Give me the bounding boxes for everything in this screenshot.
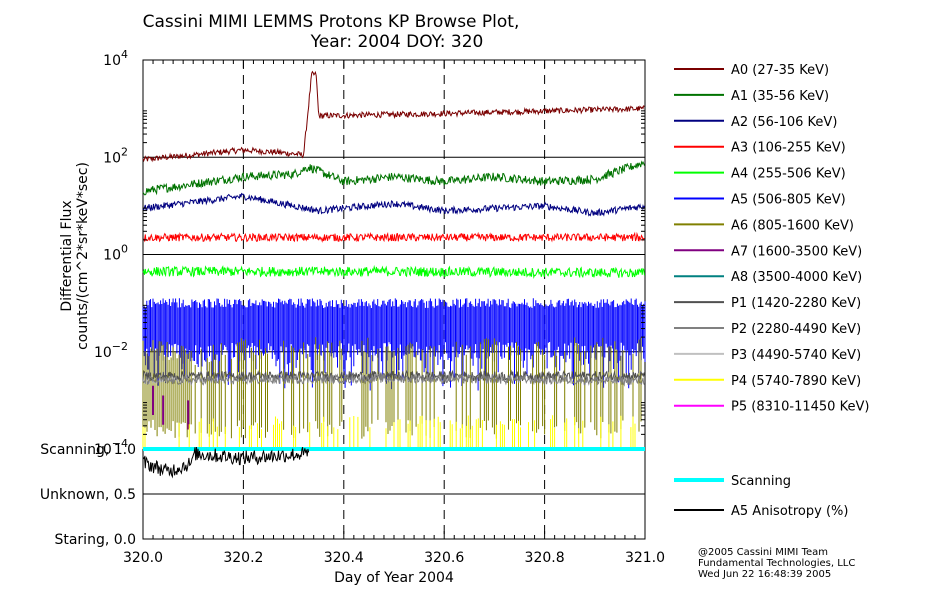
series-a4 — [142, 264, 645, 280]
legend-label-a4: A4 (255-506 KeV) — [731, 167, 846, 182]
status-y-label: Staring, 0.0 — [54, 532, 136, 548]
legend-label-a8: A8 (3500-4000 KeV) — [731, 270, 862, 285]
legend-label-a6: A6 (805-1600 KeV) — [731, 218, 854, 233]
legend-label-scanning: Scanning — [731, 474, 791, 489]
x-tick-label: 320.0 — [123, 550, 163, 566]
y-tick-label: 10−4 — [94, 437, 128, 458]
status-y-label: Scanning, 1.0 — [40, 442, 136, 458]
series-p2 — [142, 373, 645, 387]
y-tick-label: 104 — [103, 48, 128, 69]
x-tick-label: 320.8 — [525, 550, 565, 566]
legend-label-a1: A1 (35-56 KeV) — [731, 89, 829, 104]
legend-label-p1: P1 (1420-2280 KeV) — [731, 296, 861, 311]
series-a0 — [142, 70, 645, 163]
y-axis-label-line2: counts/(cm^2*sr*keV*sec) — [75, 162, 91, 350]
series-a3 — [142, 231, 645, 243]
series-p4 — [142, 415, 636, 449]
series-layer — [142, 70, 646, 449]
series-a1 — [142, 160, 645, 196]
legend-label-p3: P3 (4490-5740 KeV) — [731, 348, 861, 363]
x-tick-label: 320.6 — [424, 550, 464, 566]
legend-label-p5: P5 (8310-11450 KeV) — [731, 400, 869, 415]
legend-label-p4: P4 (5740-7890 KeV) — [731, 374, 861, 389]
credit-line1: @2005 Cassini MIMI Team — [698, 547, 828, 558]
x-tick-label: 321.0 — [625, 550, 665, 566]
legend: A0 (27-35 KeV) A1 (35-56 KeV) A2 (56-106 K… — [674, 63, 869, 519]
legend-label-p2: P2 (2280-4490 KeV) — [731, 322, 861, 337]
x-axis-label: Day of Year 2004 — [334, 570, 454, 586]
x-tick-label: 320.4 — [324, 550, 364, 566]
y-tick-label: 10−2 — [94, 340, 128, 361]
legend-label-a2: A2 (56-106 KeV) — [731, 115, 837, 130]
y-axis-label-line1: Differential Flux — [59, 200, 75, 311]
legend-label-a3: A3 (106-255 KeV) — [731, 141, 846, 156]
y-tick-label: 100 — [103, 243, 128, 264]
status-layer — [142, 446, 645, 479]
series-a2 — [142, 192, 645, 217]
chart-title-line1: Cassini MIMI LEMMS Protons KP Browse Plo… — [143, 12, 520, 32]
legend-label-a7: A7 (1600-3500 KeV) — [731, 244, 862, 259]
tick-layer: 104 102 100 10−2 10−4 320.0 320.2 320.4 320.6 320… — [40, 48, 665, 566]
legend-label-a0: A0 (27-35 KeV) — [731, 63, 829, 78]
series-a6 — [142, 337, 642, 439]
y-tick-label: 102 — [103, 145, 128, 166]
credit-line2: Fundamental Technologies, LLC — [698, 558, 855, 569]
legend-label-a5-anisotropy: A5 Anisotropy (%) — [731, 504, 848, 519]
series-a5-anisotropy — [142, 446, 310, 479]
x-tick-label: 320.2 — [223, 550, 263, 566]
chart-title-line2: Year: 2004 DOY: 320 — [310, 32, 484, 52]
series-a7 — [152, 385, 190, 430]
legend-label-a5: A5 (506-805 KeV) — [731, 193, 846, 208]
credit-line3: Wed Jun 22 16:48:39 2005 — [698, 569, 831, 580]
status-y-label: Unknown, 0.5 — [40, 487, 136, 503]
